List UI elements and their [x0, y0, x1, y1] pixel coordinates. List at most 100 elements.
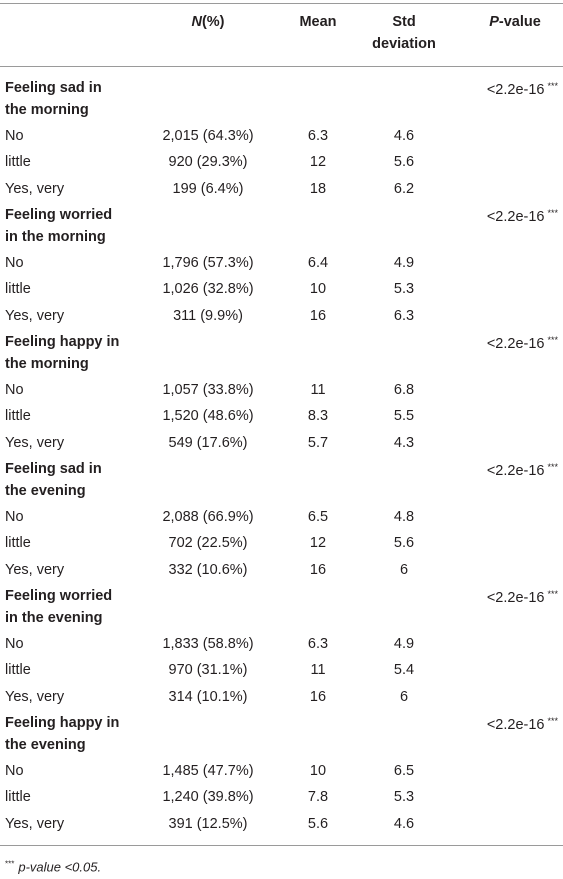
p-value-stars: ***	[547, 716, 558, 726]
p-value: <2.2e-16 ***	[487, 458, 558, 480]
n-percent: 314 (10.1%)	[168, 688, 248, 705]
n-percent: 970 (31.1%)	[168, 662, 248, 679]
row-label: little	[5, 154, 31, 171]
mean: 6.5	[307, 509, 329, 525]
group-label: Feeling happy in	[5, 715, 120, 731]
row-label: No	[5, 382, 24, 398]
row-label: Yes, very	[5, 815, 65, 832]
p-value: <2.2e-16 ***	[487, 204, 558, 226]
std-deviation: 4.6	[393, 815, 415, 832]
header-std: Std	[392, 14, 416, 30]
mean: 10	[309, 281, 327, 298]
header-p: P-value	[489, 13, 541, 31]
n-percent: 1,240 (39.8%)	[162, 789, 254, 806]
n-percent: 920 (29.3%)	[168, 154, 248, 171]
group-label: the evening	[5, 737, 86, 753]
row-label: Yes, very	[5, 688, 65, 705]
mean: 11	[310, 662, 326, 679]
std-deviation: 5.3	[393, 281, 415, 298]
p-value-text: <2.2e-16	[486, 209, 545, 225]
group-label: Feeling sad in	[5, 80, 102, 96]
std-deviation: 4.3	[393, 434, 415, 451]
group-label: Feeling worried	[5, 588, 113, 604]
std-deviation: 5.5	[393, 408, 415, 425]
std-deviation: 6.2	[393, 180, 415, 197]
n-percent: 1,796 (57.3%)	[162, 255, 254, 271]
header-std: deviation	[372, 36, 436, 52]
std-deviation: 6	[399, 561, 409, 578]
n-percent: 391 (12.5%)	[168, 815, 248, 832]
header-p-text: -value	[498, 14, 541, 30]
row-label: No	[5, 763, 24, 779]
row-label: Yes, very	[5, 180, 65, 197]
group-label: the morning	[5, 356, 89, 372]
mean: 7.8	[307, 789, 329, 806]
row-label: Yes, very	[5, 561, 65, 578]
std-deviation: 5.6	[393, 535, 415, 552]
std-deviation: 6.3	[393, 307, 415, 324]
std-deviation: 4.9	[393, 255, 415, 271]
mean: 8.3	[307, 408, 329, 425]
mean: 10	[309, 763, 327, 779]
n-percent: 1,057 (33.8%)	[162, 382, 254, 398]
row-label: little	[5, 535, 31, 552]
p-value: <2.2e-16 ***	[487, 331, 558, 353]
p-value-text: <2.2e-16	[486, 336, 545, 352]
n-percent: 549 (17.6%)	[168, 434, 248, 451]
std-deviation: 6.8	[393, 382, 415, 398]
mean: 12	[309, 535, 327, 552]
p-value-text: <2.2e-16	[486, 82, 545, 98]
header-mean: Mean	[299, 14, 337, 30]
p-value: <2.2e-16 ***	[487, 712, 558, 734]
p-value-stars: ***	[547, 208, 558, 218]
std-deviation: 6	[399, 688, 409, 705]
n-percent: 2,088 (66.9%)	[162, 509, 254, 525]
n-percent: 1,485 (47.7%)	[162, 763, 254, 779]
header-p-italic: P	[489, 14, 499, 30]
top-rule	[0, 3, 563, 4]
mean: 6.3	[307, 128, 329, 144]
std-deviation: 6.5	[393, 763, 415, 779]
p-value-stars: ***	[547, 589, 558, 599]
header-rule	[0, 66, 563, 67]
row-label: little	[5, 789, 31, 806]
row-label: No	[5, 509, 24, 525]
p-value-text: <2.2e-16	[486, 463, 545, 479]
mean: 6.4	[307, 255, 329, 271]
mean: 12	[309, 154, 327, 171]
footnote-stars: ***	[5, 859, 15, 869]
n-percent: 199 (6.4%)	[172, 180, 244, 197]
p-value-stars: ***	[547, 335, 558, 345]
header-n-text: (%)	[201, 14, 225, 30]
mean: 5.7	[307, 434, 329, 451]
group-label: in the evening	[5, 610, 103, 626]
row-label: No	[5, 128, 24, 144]
n-percent: 1,833 (58.8%)	[162, 636, 254, 652]
std-deviation: 4.9	[393, 636, 415, 652]
footnote: *** p-value <0.05.	[5, 856, 101, 877]
row-label: Yes, very	[5, 307, 65, 324]
mean: 16	[309, 307, 327, 324]
row-label: No	[5, 636, 24, 652]
mean: 16	[309, 561, 327, 578]
std-deviation: 4.6	[393, 128, 415, 144]
n-percent: 311 (9.9%)	[173, 307, 243, 324]
row-label: No	[5, 255, 24, 271]
std-deviation: 4.8	[393, 509, 415, 525]
n-percent: 332 (10.6%)	[168, 561, 248, 578]
p-value-text: <2.2e-16	[486, 717, 545, 733]
p-value-stars: ***	[547, 462, 558, 472]
p-value-stars: ***	[547, 81, 558, 91]
p-value: <2.2e-16 ***	[487, 77, 558, 99]
mean: 16	[309, 688, 327, 705]
n-percent: 1,026 (32.8%)	[162, 281, 254, 298]
mean: 18	[309, 180, 327, 197]
bottom-rule	[0, 845, 563, 846]
p-value-text: <2.2e-16	[486, 590, 545, 606]
group-label: Feeling worried	[5, 207, 113, 223]
group-label: Feeling sad in	[5, 461, 102, 477]
n-percent: 1,520 (48.6%)	[162, 408, 254, 425]
mean: 5.6	[307, 815, 329, 832]
p-value: <2.2e-16 ***	[487, 585, 558, 607]
